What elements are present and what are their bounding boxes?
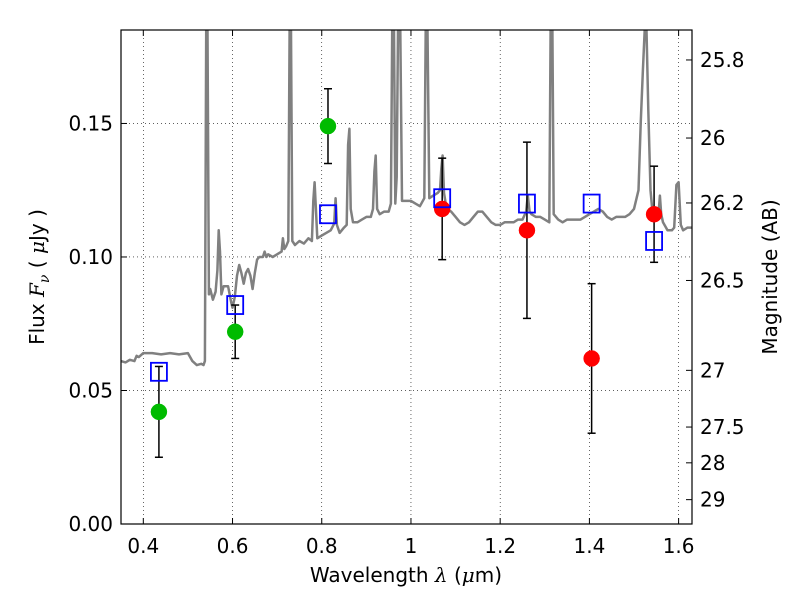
y2-tick-label: 26.5: [700, 268, 745, 292]
x-tick-label: 0.4: [127, 534, 159, 558]
x-tick-label: 1.2: [484, 534, 516, 558]
red-data-point: [433, 200, 451, 218]
plot-area: [121, 30, 692, 458]
green-data-point: [226, 323, 244, 340]
green-data-point: [150, 403, 168, 421]
y-tick-label: 0.15: [68, 111, 113, 135]
y-tick-label: 0.00: [68, 512, 113, 536]
red-data-point: [518, 222, 536, 239]
blue-square-point: [150, 361, 168, 382]
y-tick-label: 0.10: [68, 245, 113, 269]
data-markers: [150, 87, 663, 458]
x-tick-label: 1: [405, 534, 418, 558]
y-axis-title: Flux Fν ( μJy ): [25, 209, 53, 345]
y2-tick-label: 28: [700, 451, 725, 475]
blue-square-point: [226, 295, 245, 315]
y2-tick-label: 25.8: [700, 48, 745, 72]
x-tick-label: 0.8: [306, 534, 338, 558]
green-data-point: [319, 117, 337, 135]
y2-tick-label: 29: [700, 488, 725, 512]
blue-square-point: [433, 188, 452, 209]
x-tick-label: 0.6: [217, 534, 249, 558]
axes-frame: [120, 29, 693, 525]
blue-square-point: [319, 204, 337, 225]
y2-tick-label: 27: [700, 358, 725, 382]
y2-tick-label: 26: [700, 126, 725, 150]
blue-square-point: [645, 231, 663, 251]
blue-square-point: [582, 193, 601, 214]
y2-tick-label: 26.2: [700, 191, 745, 215]
model-spectrum-line: [121, 30, 692, 367]
red-data-point: [583, 350, 600, 367]
right-axis-title: Magnitude (AB): [758, 199, 782, 354]
blue-square-point: [518, 193, 536, 214]
axis-ticks: 0.4 0.6 0.8 1 1.2 1.4 1.6 0.00 0.05 0.10 0.15 25.8 2…: [68, 30, 745, 558]
y2-tick-label: 27.5: [700, 415, 745, 439]
x-tick-label: 1.4: [573, 534, 605, 558]
y-tick-label: 0.05: [68, 378, 113, 402]
x-tick-label: 1.6: [663, 534, 695, 558]
x-axis-title: Wavelength λ (μm): [310, 563, 502, 587]
red-data-point: [645, 205, 663, 223]
